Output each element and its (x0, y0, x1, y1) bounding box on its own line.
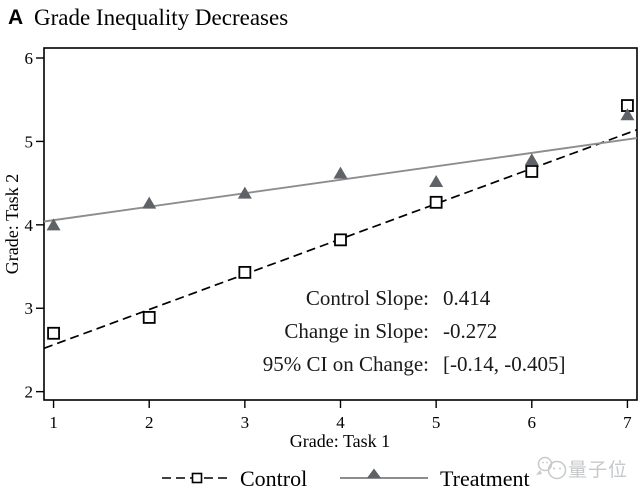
annotation-value-control-slope: 0.414 (443, 286, 491, 310)
control-data-point (238, 265, 252, 279)
x-tick-label: 3 (241, 413, 250, 432)
control-data-point (525, 165, 539, 178)
x-tick-label: 7 (623, 413, 632, 432)
x-axis-title: Grade: Task 1 (290, 431, 390, 451)
treatment-data-point (620, 108, 635, 121)
qbitai-watermark: 量子位 (536, 456, 628, 481)
y-axis-title: Grade: Task 2 (2, 174, 22, 274)
treatment-data-point (524, 153, 539, 166)
chat-bubbles-icon (536, 456, 567, 480)
y-tick-label: 6 (25, 49, 34, 68)
treatment-data-point (142, 196, 157, 209)
control-square-icon (191, 472, 203, 484)
treatment-data-point (333, 166, 348, 179)
treatment-data-point (46, 218, 61, 231)
annotation-label-ci: 95% CI on Change: (263, 352, 429, 376)
x-tick-label: 5 (432, 413, 441, 432)
treatment-data-point (237, 186, 252, 199)
y-tick-label: 4 (25, 216, 34, 235)
x-tick-label: 4 (336, 413, 345, 432)
legend-treatment-swatch (340, 468, 428, 479)
x-tick-label: 2 (145, 413, 154, 432)
x-tick-label: 1 (49, 413, 58, 432)
plot-border (43, 47, 638, 401)
watermark-text: 量子位 (568, 459, 628, 481)
figure-title: Grade Inequality Decreases (34, 5, 288, 30)
y-tick-label: 5 (25, 132, 34, 151)
annotation-label-change-in-slope: Change in Slope: (284, 319, 429, 343)
legend-label-treatment: Treatment (440, 466, 530, 491)
control-data-point (142, 311, 156, 324)
treatment-fit-line (43, 137, 638, 223)
legend-control-swatch (162, 472, 232, 484)
treatment-triangle-icon (367, 468, 381, 478)
y-tick-label: 3 (25, 299, 34, 318)
panel-label: A (8, 6, 23, 29)
control-data-point (334, 233, 347, 247)
annotation-block: Control Slope: 0.414 Change in Slope: -0… (263, 286, 566, 376)
treatment-data-point (429, 174, 444, 187)
annotation-value-ci: [-0.14, -0.405] (443, 352, 565, 376)
control-data-point (47, 326, 60, 340)
x-tick-label: 6 (528, 413, 537, 432)
control-data-point (429, 195, 443, 209)
annotation-label-control-slope: Control Slope: (306, 286, 429, 310)
y-tick-label: 2 (25, 383, 34, 402)
legend-label-control: Control (240, 466, 307, 491)
legend: Control Treatment (162, 466, 530, 491)
annotation-value-change-in-slope: -0.272 (443, 319, 497, 343)
